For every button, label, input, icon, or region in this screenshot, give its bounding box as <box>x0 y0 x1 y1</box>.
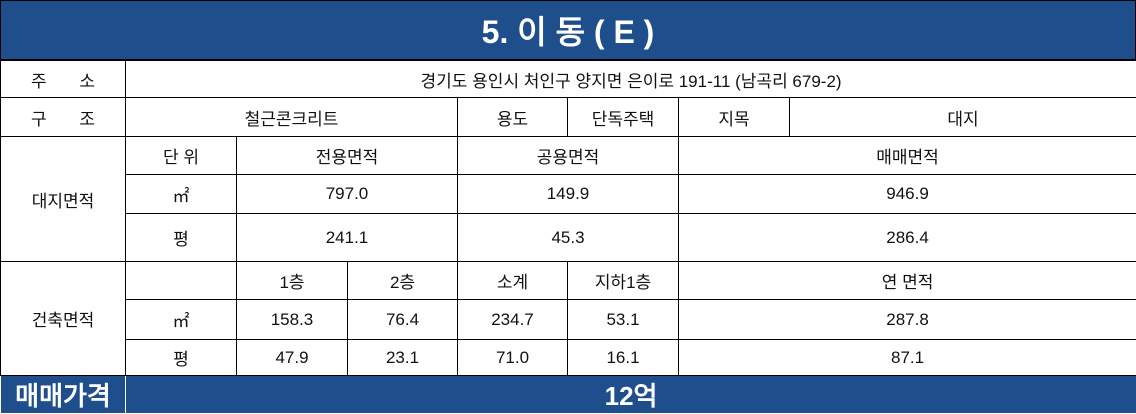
cell: 286.4 <box>677 213 1136 262</box>
cell: ㎡ <box>125 299 237 340</box>
building-row: ㎡ 158.3 76.4 234.7 53.1 287.8 <box>1 299 1136 340</box>
address-row: 주 소 경기도 용인시 처인구 양지면 은이로 191-11 (남곡리 679-… <box>0 60 1136 98</box>
cell: 47.9 <box>236 339 348 376</box>
cell: 2층 <box>347 261 458 300</box>
cell: 287.8 <box>677 299 1136 340</box>
cell: 단 위 <box>125 136 237 175</box>
cell: 16.1 <box>567 339 679 376</box>
cell: 158.3 <box>236 299 348 340</box>
label: 구 조 <box>0 97 126 137</box>
land-row: ㎡ 797.0 149.9 946.9 <box>1 174 1136 214</box>
cell: 23.1 <box>347 339 458 376</box>
cell: 연 면적 <box>677 261 1136 300</box>
cell: 946.9 <box>677 174 1136 214</box>
cell: 평 <box>125 213 237 262</box>
building-header-row: 건축면적 1층 2층 소계 지하1층 연 면적 <box>0 261 1136 376</box>
cell: 평 <box>125 339 237 376</box>
cell: 53.1 <box>567 299 679 340</box>
cell: 12억 <box>124 375 1136 414</box>
price-row: 매매가격 12억 <box>0 375 1136 414</box>
cell: 234.7 <box>457 299 568 340</box>
cell: 87.1 <box>677 339 1136 376</box>
label: 매매가격 <box>0 375 126 414</box>
land-header-row: 대지면적 단 위 전용면적 공용면적 매매면적 <box>0 136 1136 262</box>
cell: 단독주택 <box>567 97 679 137</box>
label: 주 소 <box>0 60 126 98</box>
cell: 지하1층 <box>567 261 679 300</box>
label: 대지면적 <box>0 136 126 262</box>
cell: 1층 <box>236 261 348 300</box>
cell: 공용면적 <box>457 136 679 175</box>
cell: 철근콘크리트 <box>125 97 458 137</box>
cell: 76.4 <box>347 299 458 340</box>
cell: 매매면적 <box>677 136 1136 175</box>
cell: 241.1 <box>236 213 458 262</box>
cell: 797.0 <box>236 174 458 214</box>
cell: 지목 <box>678 97 790 137</box>
cell: 소계 <box>457 261 568 300</box>
cell: ㎡ <box>125 174 237 214</box>
building-row: 평 47.9 23.1 71.0 16.1 87.1 <box>1 339 1136 376</box>
structure-row: 구 조 철근콘크리트 용도 단독주택 지목 대지 <box>0 97 1136 137</box>
cell: 용도 <box>457 97 568 137</box>
title: 5. 이 동 ( E ) <box>0 0 1136 60</box>
cell: 71.0 <box>457 339 568 376</box>
info-table: 주 소 경기도 용인시 처인구 양지면 은이로 191-11 (남곡리 679-… <box>0 60 1136 414</box>
empty-cell <box>125 261 237 300</box>
cell: 45.3 <box>457 213 679 262</box>
cell: 전용면적 <box>236 136 458 175</box>
cell: 149.9 <box>457 174 679 214</box>
cell: 대지 <box>788 97 1136 137</box>
cell: 경기도 용인시 처인구 양지면 은이로 191-11 (남곡리 679-2) <box>124 60 1136 98</box>
label: 건축면적 <box>0 261 126 376</box>
land-row: 평 241.1 45.3 286.4 <box>1 213 1136 262</box>
